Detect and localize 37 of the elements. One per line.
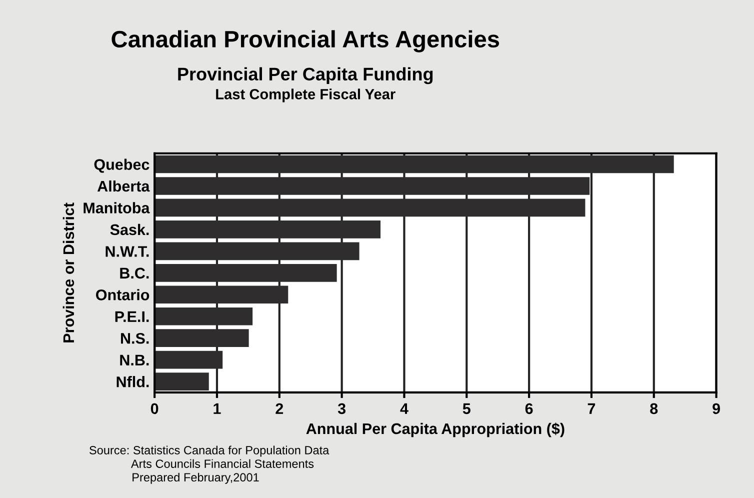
y-tick-label: Ontario xyxy=(96,289,150,300)
chart-title: Canadian Provincial Arts Agencies xyxy=(112,30,500,52)
bar xyxy=(154,372,209,390)
bar xyxy=(154,329,249,348)
bar xyxy=(154,286,288,304)
x-tick-label: 9 xyxy=(712,403,720,414)
x-tick-label: 6 xyxy=(525,403,533,414)
y-tick-label: Sask. xyxy=(110,224,149,236)
bar xyxy=(154,350,223,369)
x-tick-label: 2 xyxy=(276,403,284,414)
y-tick-label: P.E.I. xyxy=(115,311,149,322)
y-tick-label: Nfld. xyxy=(116,376,149,388)
bar xyxy=(154,242,360,260)
y-tick-label: Manitoba xyxy=(84,202,150,214)
x-tick-label: 0 xyxy=(150,403,158,414)
source-note: Source: Statistics Canada for Population Data Arts Councils Financial Statements Prepared February,2001 xyxy=(90,446,330,484)
y-axis-title: Province or District xyxy=(62,202,74,342)
x-tick-label: 5 xyxy=(462,403,470,414)
bar xyxy=(154,307,253,326)
x-tick-label: 7 xyxy=(588,403,596,414)
y-tick-label: Quebec xyxy=(94,158,150,173)
x-axis-title: Annual Per Capita Appropriation ($) xyxy=(306,422,564,438)
bar xyxy=(154,220,381,238)
y-tick-label: N.B. xyxy=(120,354,149,366)
y-tick-label: Alberta xyxy=(97,180,150,192)
x-tick-label: 4 xyxy=(400,403,408,414)
y-tick-label: N.S. xyxy=(121,332,149,344)
bar xyxy=(154,198,586,217)
y-tick-label: N.W.T. xyxy=(106,246,149,257)
bar xyxy=(154,155,674,174)
x-tick-label: 8 xyxy=(650,403,658,414)
bar xyxy=(154,177,590,195)
chart-subtitle: Provincial Per Capita Funding Last Complete Fiscal Year xyxy=(178,67,433,102)
x-tick-label: 1 xyxy=(214,403,221,414)
x-tick-label: 3 xyxy=(338,403,346,414)
bar xyxy=(154,264,337,282)
y-tick-label: B.C. xyxy=(120,268,149,279)
